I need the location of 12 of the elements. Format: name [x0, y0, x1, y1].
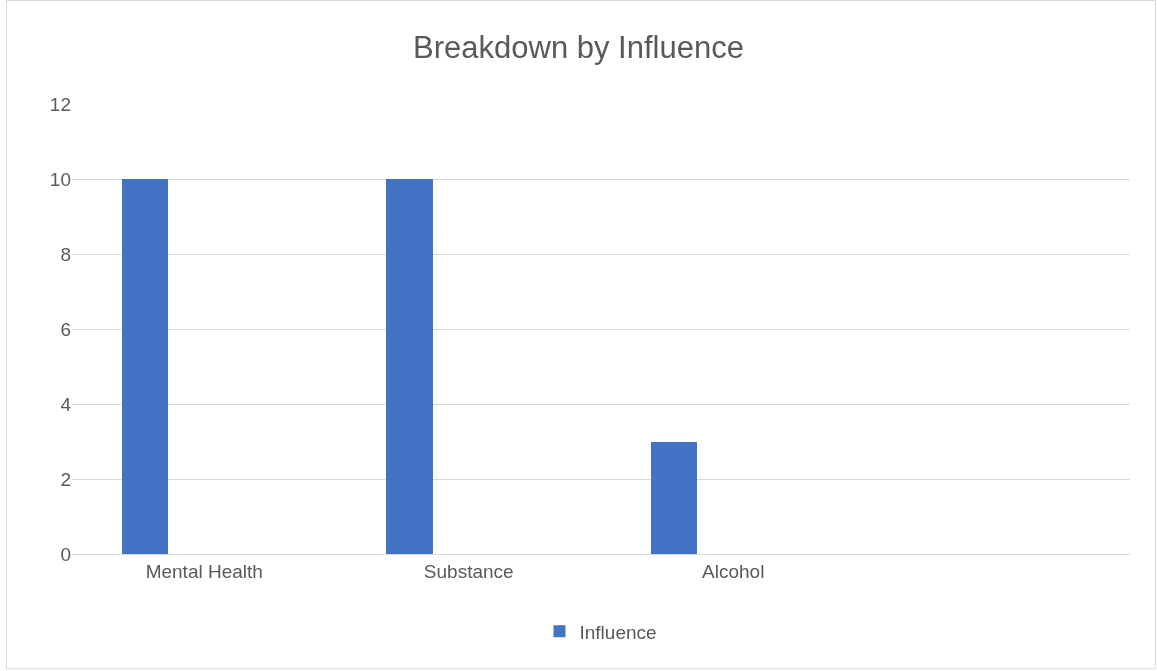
chart-title: Breakdown by Influence — [413, 29, 744, 65]
y-tick-label: 12 — [49, 93, 71, 115]
x-tick-label: Alcohol — [702, 560, 765, 582]
y-tick-label: 6 — [60, 318, 71, 340]
x-tick-label: Substance — [423, 560, 514, 582]
y-tick-label: 2 — [60, 468, 71, 490]
y-tick-label: 0 — [60, 543, 71, 565]
x-tick-label: Mental Health — [145, 560, 263, 582]
y-tick-label: 8 — [60, 243, 71, 265]
y-tick-label: 4 — [60, 393, 72, 415]
legend-label: Influence — [579, 621, 657, 643]
y-tick-label: 10 — [49, 168, 71, 190]
